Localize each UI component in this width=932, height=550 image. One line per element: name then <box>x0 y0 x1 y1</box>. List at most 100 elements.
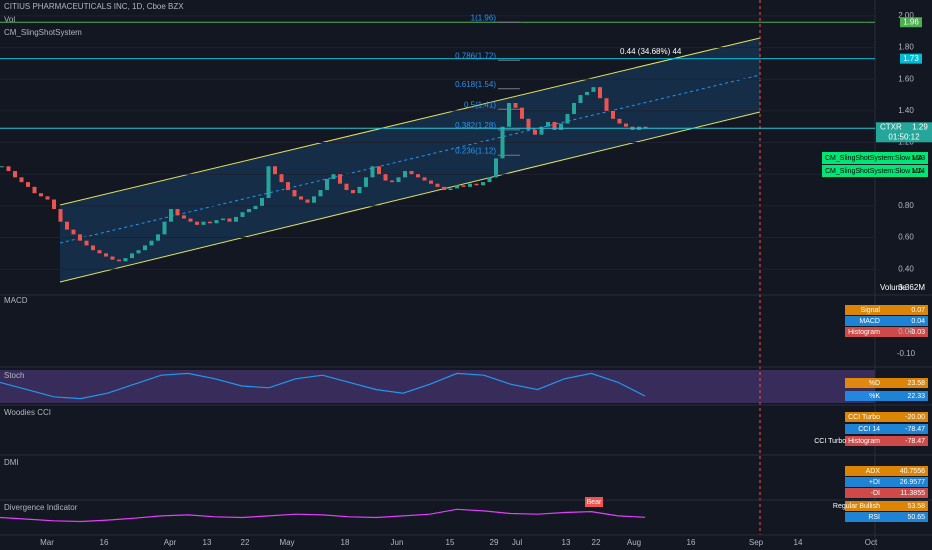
legend-box <box>845 378 928 388</box>
candle <box>331 174 336 179</box>
ma-label: CM_SlingShotSystem:Slow MA <box>825 155 923 162</box>
channel-bottom <box>59 111 761 283</box>
candle <box>565 114 570 124</box>
legend-value: 11.3855 <box>900 490 925 497</box>
candle <box>13 171 17 178</box>
candle <box>26 182 30 187</box>
fib-label: 0.236(1.12) <box>455 146 496 155</box>
candle <box>299 196 303 200</box>
bear-box <box>585 497 603 507</box>
candle <box>572 102 576 115</box>
candle <box>136 250 141 254</box>
candle <box>520 107 524 119</box>
candle <box>188 218 193 222</box>
candle <box>58 209 63 222</box>
candle <box>65 221 69 230</box>
y-tick-label: 0.60 <box>898 233 914 242</box>
stoch-line <box>0 372 646 400</box>
candle <box>91 245 95 251</box>
fib-label: 0.5(1.41) <box>464 100 496 109</box>
candle <box>78 234 82 241</box>
candle <box>604 98 609 111</box>
y-tick-label: 0.40 <box>898 264 914 273</box>
legend-box <box>845 466 928 476</box>
candle <box>598 87 602 99</box>
x-tick-label: 22 <box>592 538 601 547</box>
candle <box>19 177 24 183</box>
candle <box>617 118 622 124</box>
legend-label: Regular Bullish <box>833 503 880 510</box>
vol-label: Vol <box>4 15 15 24</box>
candle <box>500 126 505 159</box>
candle <box>539 126 544 135</box>
level-label: 1.96 <box>903 17 919 26</box>
legend-label: +DI <box>869 479 880 486</box>
legend-value: 40.7556 <box>900 468 925 475</box>
candle <box>130 253 134 259</box>
legend-value: 0.04 <box>911 318 925 325</box>
candle <box>149 240 154 246</box>
x-tick-label: 22 <box>241 538 250 547</box>
x-tick-label: 15 <box>446 538 455 547</box>
ma-box <box>822 165 928 177</box>
candle <box>416 174 420 178</box>
candle <box>507 102 511 127</box>
candle <box>390 180 394 183</box>
y-tick-label: 2.00 <box>898 11 914 20</box>
candle <box>97 250 102 254</box>
legend-value: 0.07 <box>911 307 925 314</box>
legend-box <box>845 305 928 315</box>
candle <box>624 123 628 127</box>
candle <box>234 216 238 222</box>
candle <box>552 121 557 130</box>
legend-value: -78.47 <box>905 438 925 445</box>
legend-value: -78.47 <box>905 426 925 433</box>
panel-title: MACD <box>4 296 28 305</box>
legend-value: 26.9577 <box>900 479 925 486</box>
macd-tick: -0.10 <box>897 349 916 358</box>
candle <box>305 199 310 203</box>
x-tick-label: 16 <box>687 538 696 547</box>
legend-label: -DI <box>871 490 880 497</box>
volume-label: Volume <box>880 283 907 292</box>
candle <box>448 188 453 191</box>
legend-box <box>845 436 928 446</box>
candle <box>455 185 459 189</box>
candle <box>325 178 329 191</box>
div-line <box>0 508 646 523</box>
legend-label: CCI 14 <box>858 426 880 433</box>
candle <box>435 183 440 187</box>
x-tick-label: Jun <box>391 538 404 547</box>
candle <box>84 240 89 246</box>
legend-box <box>845 488 928 498</box>
candle <box>351 190 355 194</box>
x-tick-label: Mar <box>40 538 54 547</box>
candle <box>318 190 323 197</box>
legend-box <box>845 327 928 337</box>
legend-label: %D <box>869 380 880 387</box>
candle <box>6 166 11 172</box>
candle <box>71 229 76 235</box>
legend-value: -20.00 <box>905 414 925 421</box>
candle <box>201 221 206 225</box>
candle <box>240 212 245 217</box>
x-tick-label: 13 <box>562 538 571 547</box>
legend-label: Histogram <box>848 329 880 336</box>
legend-label: Signal <box>861 307 881 314</box>
candle <box>221 218 225 221</box>
candle <box>481 182 485 186</box>
legend-value: -0.03 <box>909 329 925 336</box>
last-box <box>876 122 932 143</box>
level-label: 1.73 <box>903 54 919 63</box>
candle <box>338 174 342 184</box>
candle <box>312 196 316 203</box>
candle <box>403 171 407 178</box>
x-tick-label: 18 <box>341 538 350 547</box>
bear-label: Bear <box>587 499 602 506</box>
legend-box <box>845 412 928 422</box>
candle <box>442 186 446 191</box>
panel-title: Stoch <box>4 371 24 380</box>
ma-value: 1.14 <box>911 168 925 175</box>
candle <box>461 185 466 187</box>
